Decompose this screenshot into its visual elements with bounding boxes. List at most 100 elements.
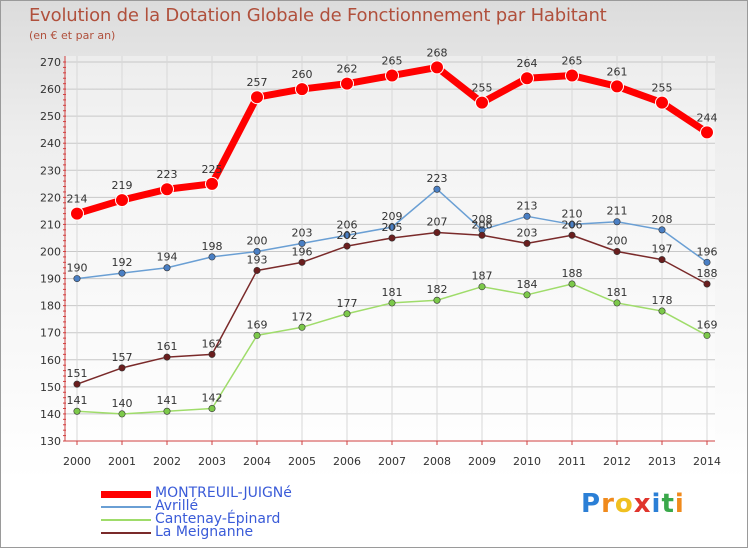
legend-label-avrille: Avrillé <box>155 498 199 514</box>
y-tick-label: 250 <box>40 110 61 123</box>
legend-label-cantenay: Cantenay-Épinard <box>155 511 281 527</box>
series-0-point <box>700 125 714 140</box>
series-0-data-label: 268 <box>427 46 448 59</box>
series-1-point <box>73 275 81 283</box>
x-tick-label: 2010 <box>513 455 541 468</box>
x-tick-label: 2006 <box>333 455 361 468</box>
legend-item-meignanne: La Meignanne <box>101 524 361 540</box>
series-0-point <box>160 182 174 197</box>
series-2-data-label: 140 <box>112 397 133 410</box>
series-2-data-label: 169 <box>247 318 268 331</box>
series-0-data-label: 261 <box>607 65 628 78</box>
x-tick-label: 2013 <box>648 455 676 468</box>
series-1-data-label: 203 <box>292 226 313 239</box>
series-0-point <box>475 95 489 110</box>
series-2-data-label: 141 <box>157 394 178 407</box>
series-0-point <box>565 68 579 83</box>
x-tick-label: 2007 <box>378 455 406 468</box>
y-tick-label: 230 <box>40 164 61 177</box>
logo-letter: P <box>581 489 602 519</box>
series-1-point <box>388 223 396 231</box>
series-0-data-label: 244 <box>697 111 718 124</box>
series-3-point <box>298 258 306 266</box>
series-1-data-label: 223 <box>427 172 448 185</box>
x-tick-label: 2001 <box>108 455 136 468</box>
y-tick-label: 270 <box>40 56 61 69</box>
y-tick-label: 140 <box>40 408 61 421</box>
series-2-point <box>523 291 531 299</box>
logo-letter: i <box>651 489 662 519</box>
series-2-point <box>433 296 441 304</box>
series-3-point <box>523 239 531 247</box>
series-1-point <box>703 258 711 266</box>
series-2-data-label: 141 <box>67 394 88 407</box>
series-0-data-label: 264 <box>517 57 538 70</box>
y-tick-label: 240 <box>40 137 61 150</box>
series-3-data-label: 161 <box>157 340 178 353</box>
series-3-data-label: 207 <box>427 216 448 229</box>
series-3-data-label: 157 <box>112 351 133 364</box>
series-3-point <box>478 231 486 239</box>
proxiti-logo: Proxiti <box>581 489 685 519</box>
series-1-point <box>298 239 306 247</box>
chart-title: Evolution de la Dotation Globale de Fonc… <box>29 5 607 26</box>
legend-swatch-avrille <box>101 506 151 508</box>
legend-label-meignanne: La Meignanne <box>155 524 254 540</box>
series-2-data-label: 181 <box>607 286 628 299</box>
series-1-data-label: 196 <box>697 245 718 258</box>
logo-letter: x <box>633 489 652 519</box>
series-3-data-label: 197 <box>652 243 673 256</box>
series-3-point <box>568 231 576 239</box>
series-1-data-label: 208 <box>652 213 673 226</box>
y-tick-label: 130 <box>40 435 61 448</box>
y-tick-label: 150 <box>40 381 61 394</box>
series-0-data-label: 265 <box>562 55 583 68</box>
series-1-data-label: 209 <box>382 210 403 223</box>
series-3-point <box>388 234 396 242</box>
series-2-point <box>388 299 396 307</box>
series-3-data-label: 206 <box>472 218 493 231</box>
series-2-point <box>343 310 351 318</box>
y-tick-label: 180 <box>40 300 61 313</box>
chart-subtitle: (en € et par an) <box>29 29 116 42</box>
logo-letter: i <box>674 489 685 519</box>
series-3-data-label: 202 <box>337 229 358 242</box>
series-2-point <box>703 331 711 339</box>
series-0-data-label: 262 <box>337 63 358 76</box>
y-tick-label: 190 <box>40 273 61 286</box>
logo-letter: t <box>661 489 675 519</box>
series-1-data-label: 210 <box>562 207 583 220</box>
series-1-data-label: 208 <box>472 213 493 226</box>
series-3-point <box>163 353 171 361</box>
logo-letter: o <box>614 489 634 519</box>
series-3-point <box>118 364 126 372</box>
series-2-point <box>478 283 486 291</box>
series-0-point <box>70 206 84 221</box>
x-tick-label: 2011 <box>558 455 586 468</box>
series-3-point <box>253 266 261 274</box>
series-0-point <box>610 79 624 94</box>
series-3-point <box>73 380 81 388</box>
series-2-data-label: 188 <box>562 267 583 280</box>
series-0-data-label: 255 <box>472 82 493 95</box>
series-0-point <box>205 176 219 191</box>
series-0-data-label: 265 <box>382 55 403 68</box>
legend-swatch-cantenay <box>101 519 151 521</box>
series-2-point <box>208 405 216 413</box>
series-3-data-label: 206 <box>562 218 583 231</box>
series-2-data-label: 184 <box>517 278 538 291</box>
series-1-point <box>208 253 216 261</box>
series-2-data-label: 142 <box>202 392 223 405</box>
series-1-point <box>433 185 441 193</box>
series-0-point <box>430 60 444 75</box>
series-2-data-label: 182 <box>427 283 448 296</box>
series-3-data-label: 162 <box>202 337 223 350</box>
x-tick-label: 2008 <box>423 455 451 468</box>
series-0-data-label: 219 <box>112 179 133 192</box>
series-2-point <box>253 331 261 339</box>
series-1-data-label: 206 <box>337 218 358 231</box>
series-2-point <box>568 280 576 288</box>
series-1-data-label: 192 <box>112 256 133 269</box>
x-tick-label: 2002 <box>153 455 181 468</box>
